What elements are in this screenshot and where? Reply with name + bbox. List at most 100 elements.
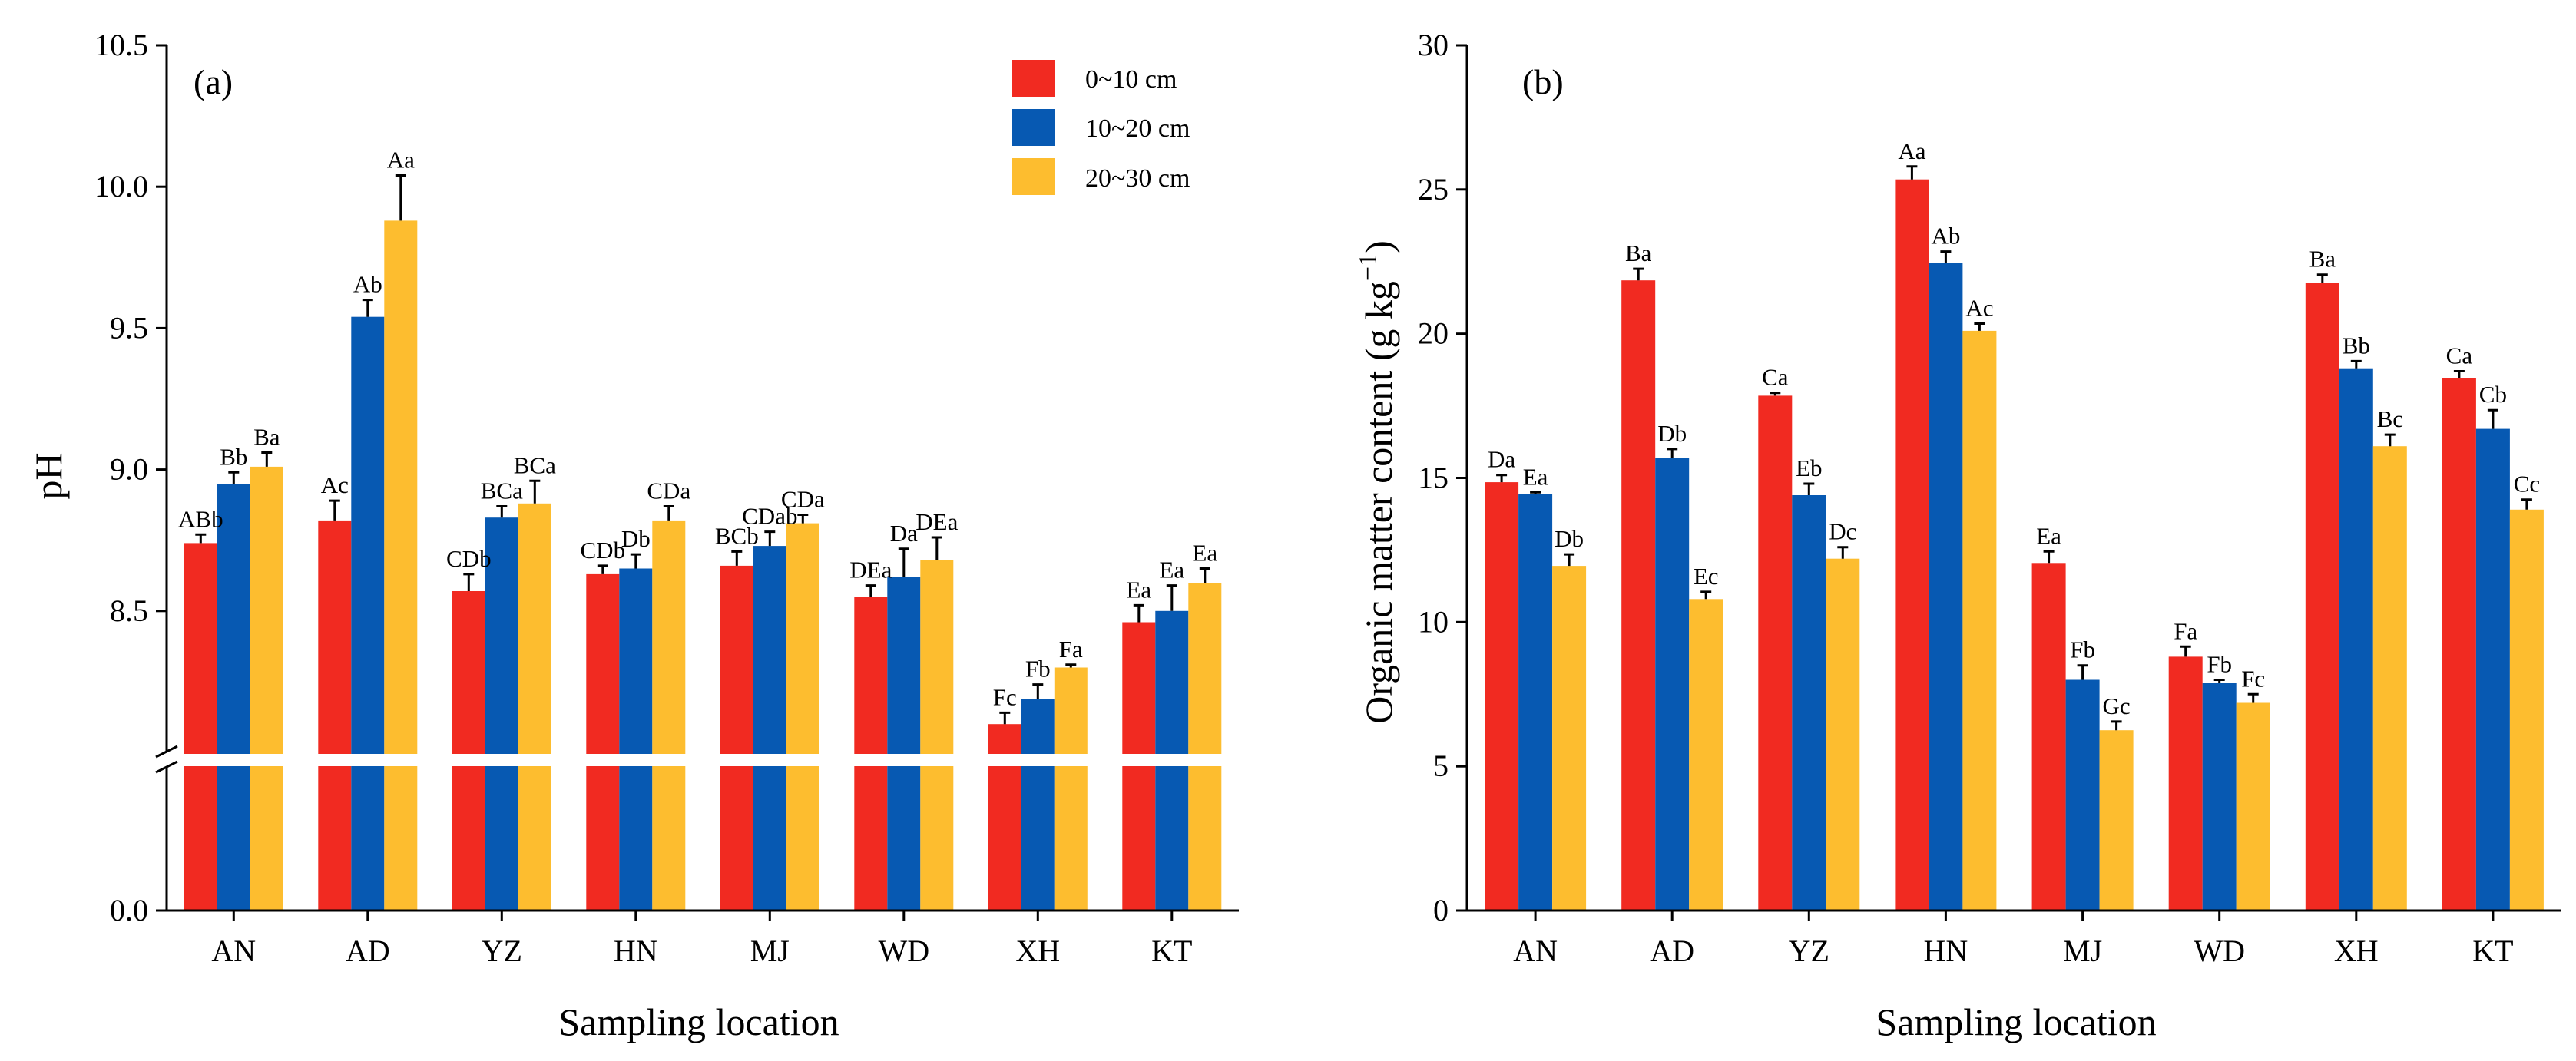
bar-hn-10-20-cm (619, 568, 653, 911)
bar-wd-10-20-cm (2202, 683, 2237, 911)
bar-kt-20-30-cm (2509, 509, 2544, 911)
y-tick-label-20: 20 (1418, 316, 1449, 351)
sig-letter-kt-10-20-cm: Ea (1159, 557, 1184, 583)
sig-letter-wd-0-10-cm: Fa (2174, 617, 2197, 644)
x-tick-label-yz: YZ (482, 934, 522, 968)
bar-hn-0-10-cm (586, 573, 620, 911)
error-bar-mj-10-20-cm (2077, 664, 2088, 680)
error-bar-yz-0-10-cm (1770, 392, 1781, 396)
sig-letter-kt-10-20-cm: Cb (2479, 381, 2507, 408)
sig-letter-kt-20-30-cm: Cc (2514, 471, 2540, 497)
bar-ad-10-20-cm (351, 316, 385, 911)
error-bar-kt-10-20-cm (2487, 408, 2498, 429)
legend-label-10-20cm: 10~20 cm (1085, 114, 1190, 143)
y-tick-label-9-0: 9.0 (110, 452, 148, 487)
panel-b-organic-matter-chart: Da Ea Db Ba Db Ec Ca Eb Dc Aa Ab Ac Ea Fb Gc Fa Fb Fc Ba Bb… (1354, 28, 2561, 1043)
sig-letter-yz-20-30-cm: Dc (1829, 518, 1856, 545)
bar-mj-10-20-cm (753, 546, 786, 911)
sig-letter-yz-0-10-cm: CDb (446, 545, 492, 572)
sig-letter-wd-0-10-cm: DEa (849, 557, 892, 583)
panel-b-error-bars (1496, 165, 2532, 731)
bar-xh-20-30-cm (1054, 667, 1088, 911)
error-bar-kt-20-30-cm (2521, 498, 2532, 510)
sig-letter-xh-0-10-cm: Ba (2309, 246, 2336, 273)
sig-letter-ad-10-20-cm: Db (1657, 420, 1687, 447)
bar-mj-0-10-cm (720, 565, 753, 911)
error-bar-hn-10-20-cm (1940, 250, 1952, 263)
panel-a-axes (155, 45, 1239, 912)
x-tick-label-xh: XH (1015, 934, 1060, 968)
x-tick-label-wd: WD (2194, 934, 2245, 968)
sig-letter-ad-20-30-cm: Ec (1694, 563, 1719, 590)
sig-letter-ad-0-10-cm: Ac (321, 471, 349, 498)
bar-an-0-10-cm (1485, 482, 1519, 911)
error-bar-an-20-30-cm (1564, 553, 1575, 567)
sig-letter-xh-10-20-cm: Bb (2343, 332, 2370, 359)
bar-kt-10-20-cm (2475, 428, 2510, 911)
sig-letter-hn-10-20-cm: Ab (1931, 223, 1960, 250)
sig-letter-mj-10-20-cm: Fb (2070, 636, 2095, 663)
bar-kt-20-30-cm (1188, 583, 1222, 911)
bar-hn-20-30-cm (1962, 330, 1997, 911)
legend-label-0-10cm: 0~10 cm (1085, 65, 1177, 94)
error-bar-wd-0-10-cm (865, 584, 876, 597)
sig-letter-hn-10-20-cm: Db (621, 525, 651, 552)
sig-letter-yz-10-20-cm: Eb (1796, 454, 1822, 481)
axis-break-gap (168, 754, 1237, 766)
error-bar-yz-20-30-cm (1837, 546, 1849, 559)
sig-letter-xh-0-10-cm: Fc (993, 683, 1017, 710)
bar-yz-20-30-cm (518, 503, 551, 911)
bar-ad-0-10-cm (1621, 280, 1656, 911)
bar-an-20-30-cm (1552, 566, 1587, 911)
panel-b-significance-letters: Da Ea Db Ba Db Ec Ca Eb Dc Aa Ab Ac Ea Fb Gc Fa Fb Fc Ba Bb… (1488, 137, 2540, 719)
panel-a-label: (a) (194, 62, 233, 101)
panel-b-bars (1485, 179, 2544, 911)
x-tick-label-hn: HN (1924, 934, 1968, 968)
panel-b-y-axis-title: Organic matter content (g kg−1) (1354, 240, 1400, 724)
error-bar-wd-20-30-cm (931, 536, 942, 560)
error-bar-xh-10-20-cm (1032, 683, 1044, 699)
y-tick-label-9-5: 9.5 (110, 310, 148, 345)
error-bar-hn-0-10-cm (1906, 165, 1918, 180)
bar-yz-0-10-cm (1758, 395, 1793, 911)
x-tick-label-an: AN (211, 934, 256, 968)
y-tick-label-10-5: 10.5 (94, 28, 148, 62)
x-tick-label-yz: YZ (1789, 934, 1829, 968)
sig-letter-ad-10-20-cm: Ab (353, 271, 382, 298)
sig-letter-an-10-20-cm: Bb (220, 443, 247, 470)
sig-letter-xh-10-20-cm: Fb (1025, 656, 1051, 683)
bar-ad-20-30-cm (384, 220, 418, 911)
error-bar-xh-20-30-cm (2384, 433, 2396, 447)
error-bar-wd-20-30-cm (2247, 692, 2259, 703)
y-tick-label-0-0: 0.0 (110, 893, 148, 927)
bar-mj-0-10-cm (2031, 563, 2066, 911)
error-bar-kt-0-10-cm (2453, 370, 2465, 378)
error-bar-hn-10-20-cm (630, 553, 641, 569)
error-bar-kt-20-30-cm (1199, 567, 1210, 583)
bar-ad-0-10-cm (318, 520, 352, 911)
sig-letter-yz-0-10-cm: Ca (1762, 364, 1789, 391)
bar-wd-0-10-cm (2168, 656, 2203, 911)
panel-b-x-ticks: AN AD YZ HN MJ WD XH KT (1513, 911, 2514, 968)
bar-hn-20-30-cm (652, 520, 686, 911)
panel-a-y-ticks: 0.0 8.5 9.0 9.5 10.0 10.5 (94, 28, 167, 927)
sig-letter-hn-20-30-cm: CDa (647, 478, 690, 504)
bar-an-10-20-cm (1518, 494, 1553, 911)
sig-letter-mj-20-30-cm: CDa (781, 486, 825, 513)
axis-break-mark-upper (155, 745, 178, 759)
bar-xh-0-10-cm (2305, 283, 2339, 911)
bar-mj-20-30-cm (786, 523, 819, 911)
error-bar-wd-0-10-cm (2180, 645, 2191, 657)
x-tick-label-an: AN (1513, 934, 1558, 968)
error-bar-yz-20-30-cm (529, 479, 541, 504)
bar-yz-10-20-cm (485, 517, 518, 911)
axis-break-mark-lower (155, 760, 178, 774)
error-bar-wd-10-20-cm (898, 547, 909, 577)
x-tick-label-kt: KT (2472, 934, 2513, 968)
x-tick-label-ad: AD (1650, 934, 1694, 968)
error-bar-an-10-20-cm (1530, 491, 1541, 494)
sig-letter-mj-10-20-cm: CDab (742, 503, 797, 530)
error-bar-wd-10-20-cm (2213, 679, 2225, 683)
y-tick-label-10: 10 (1418, 604, 1449, 639)
